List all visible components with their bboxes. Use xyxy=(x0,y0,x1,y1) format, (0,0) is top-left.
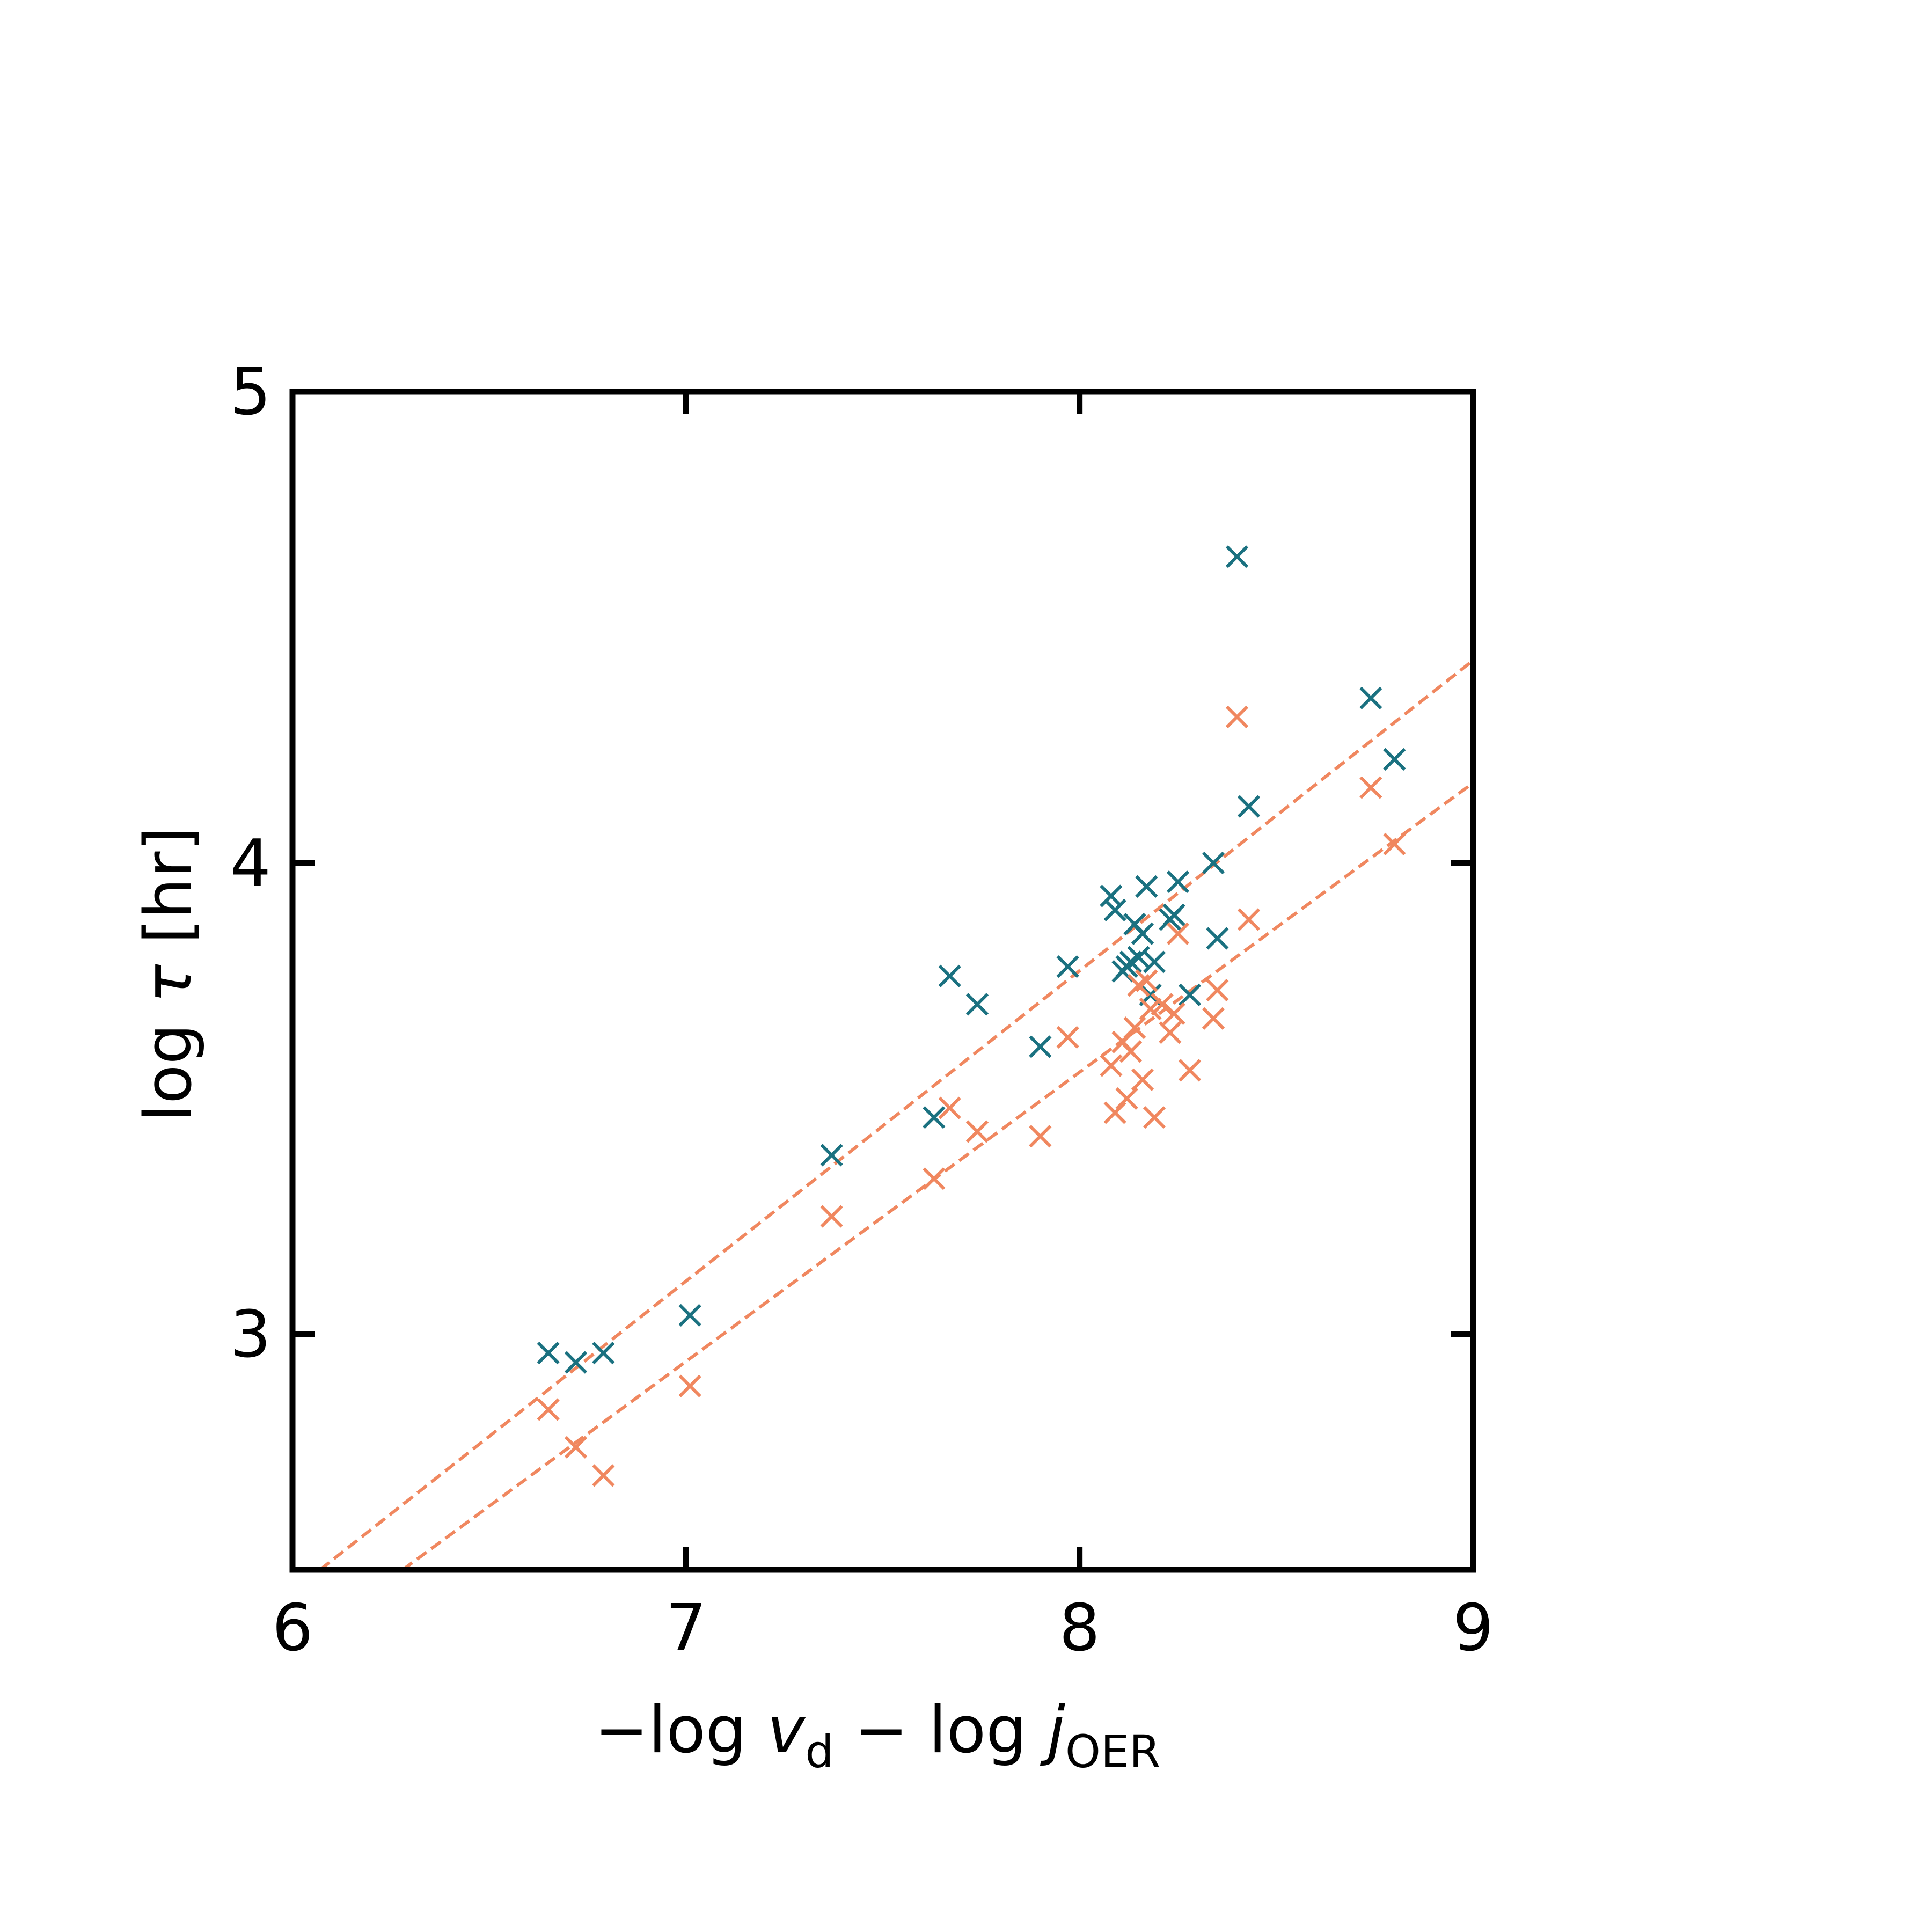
series-1-point xyxy=(1178,983,1202,1006)
series-2-point xyxy=(1115,1087,1138,1110)
series-1-point xyxy=(1383,748,1406,771)
series-2-point xyxy=(1119,1040,1143,1063)
series-1-point xyxy=(938,964,961,987)
y-tick-label: 5 xyxy=(230,355,271,430)
series-1-point xyxy=(1166,870,1190,894)
series-1-point xyxy=(820,1144,843,1167)
series-1-point xyxy=(564,1351,588,1374)
series-1-point xyxy=(965,993,989,1016)
series-1-point xyxy=(1225,545,1249,568)
x-axis-label: −log vd − log jOER xyxy=(595,1693,1161,1778)
series-2-point xyxy=(1135,969,1158,992)
series-1-point xyxy=(1206,927,1229,950)
series-2-point xyxy=(1359,776,1382,799)
series-2-point xyxy=(592,1464,615,1487)
x-label-prefix: −log xyxy=(595,1693,767,1768)
y-tick-label: 4 xyxy=(230,826,271,901)
series-2-point xyxy=(1143,1106,1166,1129)
x-tick-label: 9 xyxy=(1453,1591,1494,1666)
series-1-point xyxy=(1202,851,1225,875)
series-1-point xyxy=(1237,795,1261,818)
x-label-j-subscript: OER xyxy=(1065,1725,1161,1778)
series-2-point xyxy=(1100,1054,1123,1077)
series-2-point xyxy=(1159,1021,1182,1044)
y-label-unit: [hr] xyxy=(131,826,206,964)
series-2-point xyxy=(1202,1007,1225,1030)
plot-marks xyxy=(319,545,1474,1571)
series-2-point xyxy=(923,1167,946,1190)
x-tick-label: 6 xyxy=(272,1591,313,1666)
series-2-point xyxy=(1131,1068,1154,1092)
series-2-point xyxy=(1383,832,1406,856)
series-1-point xyxy=(1359,686,1382,709)
series-1-point xyxy=(678,1304,701,1327)
series-1-point xyxy=(1162,903,1185,926)
y-tick-label: 3 xyxy=(230,1298,271,1372)
series-2-point xyxy=(1166,922,1190,945)
series-1-point xyxy=(1103,898,1126,921)
y-label-tau-symbol: τ xyxy=(131,964,206,1003)
series-2-point xyxy=(820,1205,843,1228)
y-axis-label: log τ [hr] xyxy=(131,826,206,1122)
series-2-point xyxy=(1151,993,1174,1016)
series-1-point xyxy=(592,1341,615,1365)
x-label-middle: − log xyxy=(834,1693,1048,1768)
axis-ticks: 6 7 8 9 3 4 5 xyxy=(230,355,1494,1666)
series-1-point xyxy=(923,1106,946,1129)
series-2-point xyxy=(1029,1125,1052,1148)
series-2-point xyxy=(678,1374,701,1397)
series-2-point xyxy=(1206,978,1229,1002)
series-1-point xyxy=(537,1341,560,1365)
x-tick-label: 7 xyxy=(665,1591,706,1666)
x-label-v-subscript: d xyxy=(805,1725,833,1778)
y-label-prefix: log xyxy=(131,1003,206,1122)
series-2-point xyxy=(1237,908,1261,931)
plot-frame xyxy=(289,389,1476,1573)
series-1-point xyxy=(1131,922,1154,945)
fit-line-1 xyxy=(319,659,1474,1571)
series-2-point xyxy=(1162,1002,1185,1026)
series-2-point xyxy=(1123,1016,1146,1040)
x-label-v-symbol: v xyxy=(767,1693,806,1768)
series-2-point xyxy=(537,1398,560,1421)
series-1-point xyxy=(1029,1035,1052,1058)
series-2-point xyxy=(1178,1059,1202,1082)
series-2-point xyxy=(965,1120,989,1143)
series-1-point xyxy=(1100,884,1123,908)
series-2-point xyxy=(938,1096,961,1119)
series-2-point xyxy=(1103,1101,1126,1124)
series-2-point xyxy=(1225,705,1249,728)
series-2-point xyxy=(564,1436,588,1459)
series-1-point xyxy=(1135,875,1158,898)
series-2-point xyxy=(1056,1026,1079,1049)
series-1-point xyxy=(1127,946,1150,969)
series-1-point xyxy=(1056,955,1079,978)
x-tick-label: 8 xyxy=(1059,1591,1100,1666)
series-1-point xyxy=(1143,950,1166,974)
series-2-point xyxy=(1139,998,1162,1021)
